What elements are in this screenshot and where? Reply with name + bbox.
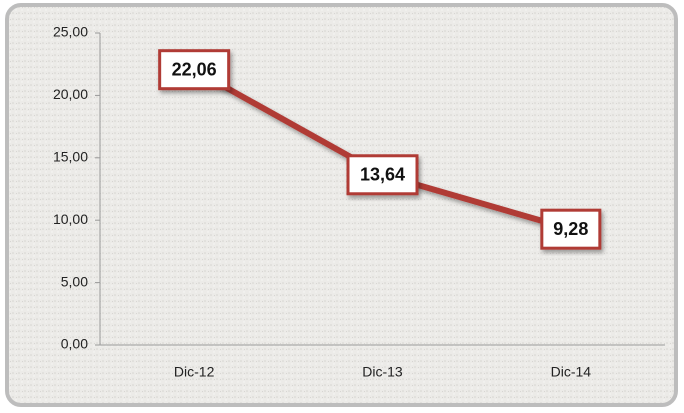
x-tick-label: Dic-13	[362, 364, 403, 380]
y-tick-label: 0,00	[61, 336, 88, 352]
value-label: 22,06	[172, 59, 217, 79]
value-label-box	[158, 49, 231, 91]
y-tick-label: 25,00	[53, 24, 88, 40]
y-tick-label: 10,00	[53, 211, 88, 227]
y-tick-label: 5,00	[61, 273, 88, 289]
value-label-box	[346, 154, 419, 196]
x-tick-label: Dic-14	[551, 364, 592, 380]
y-tick-label: 20,00	[53, 86, 88, 102]
x-tick-label: Dic-12	[174, 364, 215, 380]
y-tick-label: 15,00	[53, 149, 88, 165]
value-label: 13,64	[360, 165, 405, 185]
value-label-box	[540, 208, 602, 250]
value-label: 9,28	[553, 219, 588, 239]
chart-frame	[5, 3, 678, 407]
